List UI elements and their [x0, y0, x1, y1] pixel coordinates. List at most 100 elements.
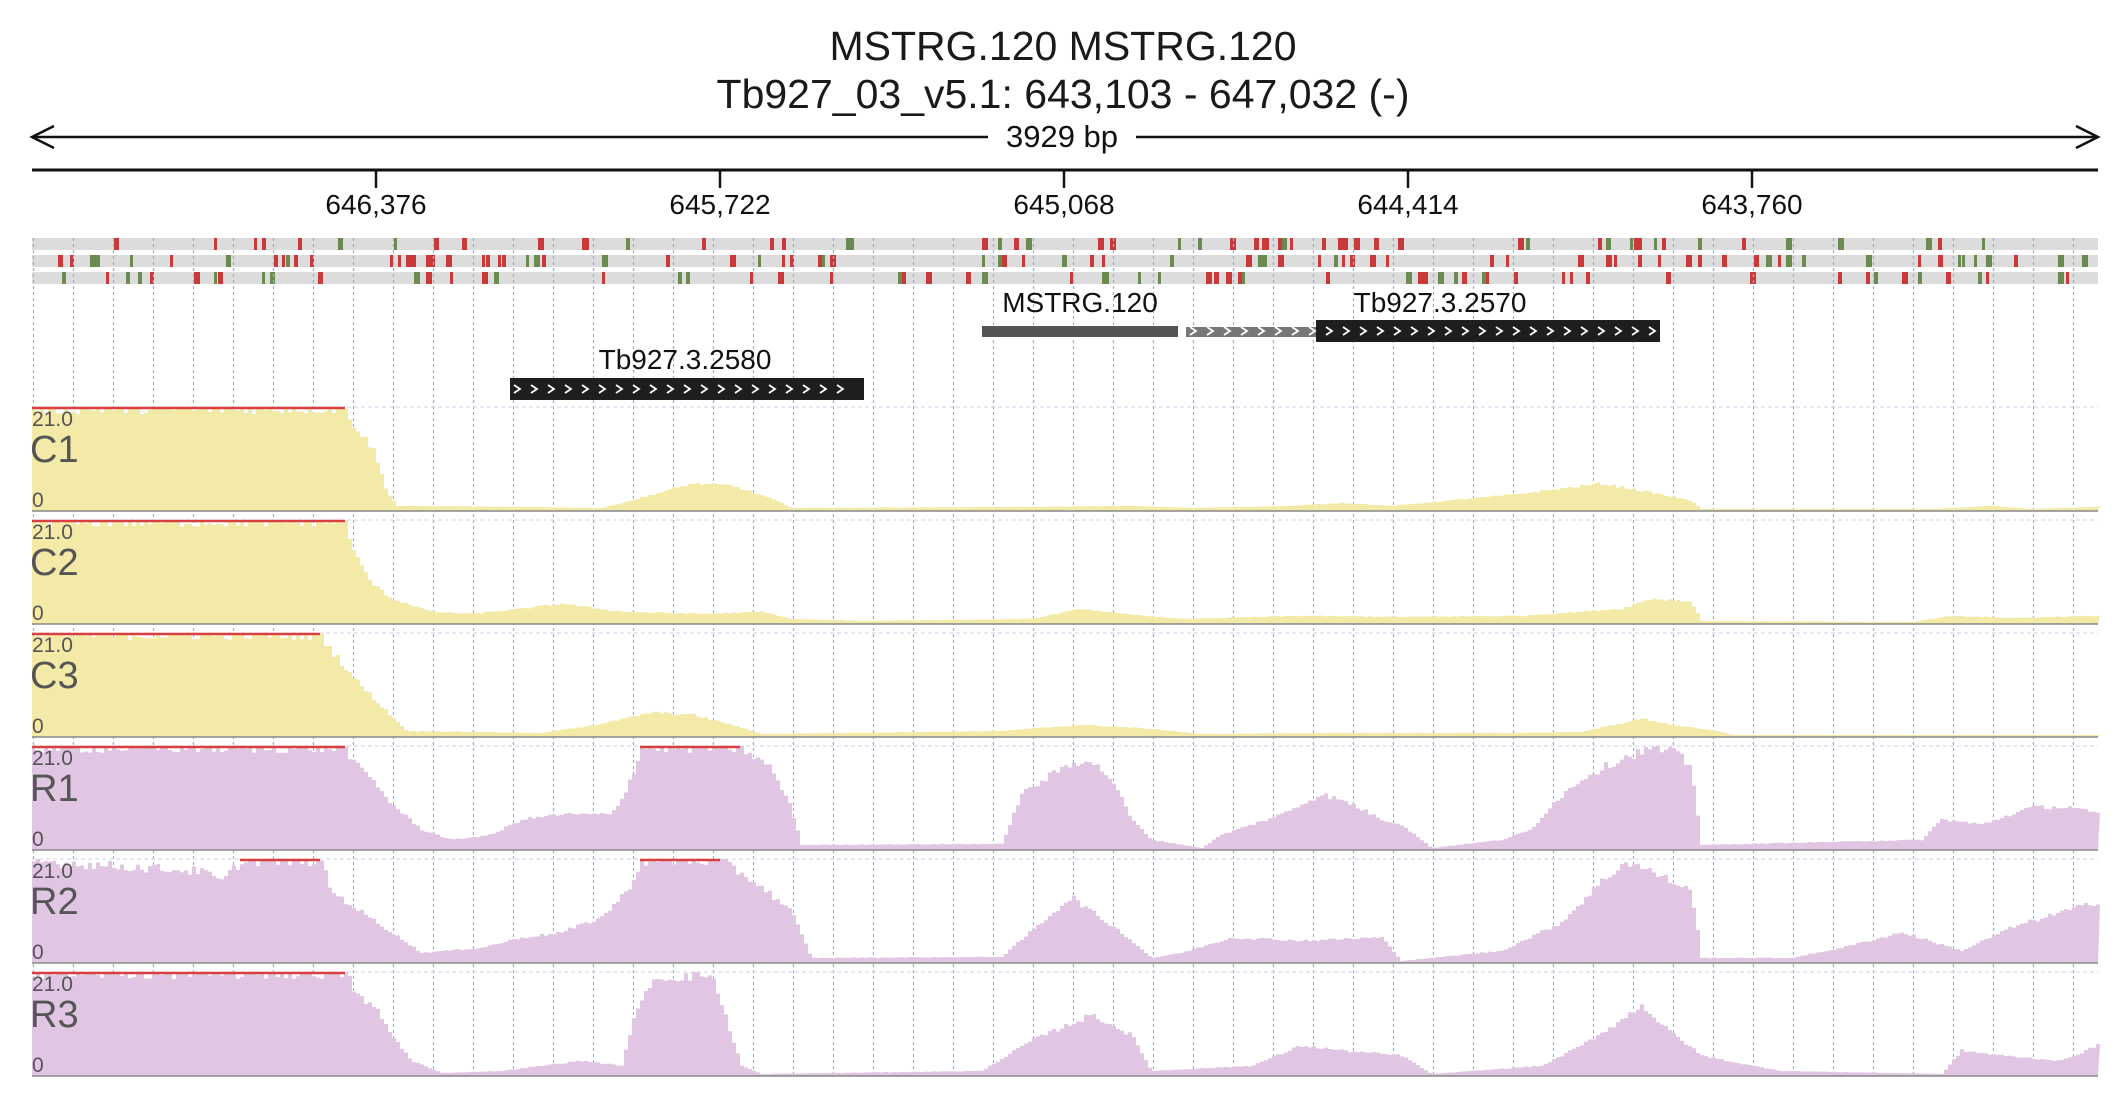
arrow-left-icon	[29, 124, 55, 150]
strand-arrow-icon	[717, 384, 726, 394]
variant-mark	[850, 238, 854, 250]
variant-mark	[782, 255, 785, 267]
strand-arrow-icon	[598, 384, 607, 394]
variant-mark	[58, 255, 63, 267]
variant-mark	[1874, 272, 1878, 284]
variant-mark	[1926, 238, 1932, 250]
variant-mark	[534, 255, 540, 267]
strand-arrow-icon	[1461, 326, 1470, 336]
transcript-bar-mstrg[interactable]	[982, 326, 1178, 337]
variant-mark	[790, 255, 794, 267]
variant-mark	[1398, 238, 1404, 250]
variant-mark	[1262, 255, 1267, 267]
variant-mark	[1902, 272, 1908, 284]
variant-mark	[1214, 272, 1219, 284]
variant-mark	[282, 255, 285, 267]
variant-mark	[1938, 238, 1942, 250]
variant-mark	[526, 255, 529, 267]
strand-arrow-icon	[785, 384, 794, 394]
strand-arrow-icon	[683, 384, 692, 394]
variant-mark	[1722, 255, 1727, 267]
strand-arrow-icon	[836, 384, 845, 394]
coverage-tracks[interactable]: 21.0C1021.0C2021.0C3021.0R1021.0R2021.0R…	[30, 406, 2100, 1077]
variant-mark	[1354, 238, 1360, 250]
strand-arrow-icon	[734, 384, 743, 394]
variant-mark	[770, 238, 774, 250]
strand-arrow-icon	[1257, 326, 1266, 336]
arrow-right-icon	[2075, 124, 2101, 150]
coverage-track-r3[interactable]: 21.0R3 0	[30, 971, 2100, 1077]
ruler-tick-label: 646,376	[325, 189, 426, 220]
variant-mark	[1026, 238, 1032, 250]
variant-mark	[998, 255, 1004, 267]
ruler[interactable]: 646,376 645,722 645,068 644,414 643,760	[32, 168, 2098, 220]
strand-arrow-icon	[1614, 326, 1623, 336]
variant-mark	[1518, 238, 1524, 250]
variant-track[interactable]	[32, 238, 2098, 284]
track-scale-max: 21.0	[32, 747, 73, 770]
variant-mark	[1662, 238, 1666, 250]
strand-arrow-icon	[819, 384, 828, 394]
variant-mark	[226, 255, 231, 267]
gene-annotation-track[interactable]: MSTRG.120 Tb927.3.2570 Tb927.3.2580	[510, 287, 1660, 400]
variant-mark	[602, 255, 608, 267]
strand-arrow-icon	[1478, 326, 1487, 336]
variant-mark	[1158, 272, 1161, 284]
coverage-track-c1[interactable]: 21.0C1 0	[30, 406, 2100, 512]
strand-arrow-icon	[1325, 326, 1334, 336]
variant-mark	[1638, 238, 1642, 250]
coverage-area	[32, 859, 2100, 963]
variant-mark	[1350, 255, 1355, 267]
variant-mark	[982, 272, 988, 284]
utr-bar-2570[interactable]	[1186, 327, 1318, 337]
variant-mark	[1766, 255, 1772, 267]
variant-mark	[1754, 255, 1759, 267]
variant-mark	[818, 255, 823, 267]
strand-arrow-icon	[802, 384, 811, 394]
variant-mark	[414, 272, 420, 284]
gene-label-2580: Tb927.3.2580	[599, 344, 772, 375]
strand-arrow-icon	[1189, 326, 1198, 336]
variant-mark	[1418, 272, 1423, 284]
coverage-area	[32, 972, 2100, 1076]
coverage-area	[32, 520, 2100, 624]
variant-mark	[1958, 255, 1961, 267]
coverage-track-r2[interactable]: 21.0R2 0	[30, 858, 2100, 964]
track-scale-min: 0	[32, 828, 44, 851]
variant-mark	[582, 238, 586, 250]
gene-block-2580[interactable]	[510, 378, 864, 400]
coverage-area	[32, 746, 2100, 850]
coverage-track-c3[interactable]: 21.0C3 0	[30, 632, 2100, 738]
coverage-track-c2[interactable]: 21.0C2 0	[30, 519, 2100, 625]
variant-mark	[782, 238, 786, 250]
variant-mark	[1986, 272, 1989, 284]
variant-mark	[1638, 255, 1642, 267]
strand-arrow-icon	[1342, 326, 1351, 336]
variant-mark	[1198, 238, 1202, 250]
variant-mark	[194, 272, 200, 284]
variant-mark	[1938, 255, 1943, 267]
variant-mark	[126, 272, 130, 284]
track-scale-max: 21.0	[32, 408, 73, 431]
strand-arrow-icon	[1631, 326, 1640, 336]
gene-block-2570[interactable]	[1316, 320, 1660, 342]
variant-mark	[1254, 238, 1259, 250]
strand-arrow-icon	[1359, 326, 1368, 336]
variant-mark	[1102, 272, 1108, 284]
strand-arrow-icon	[700, 384, 709, 394]
variant-mark	[1170, 255, 1174, 267]
variant-mark	[1178, 238, 1181, 250]
strand-arrow-icon	[649, 384, 658, 394]
variant-mark	[1334, 255, 1338, 267]
coverage-area	[32, 407, 2100, 511]
variant-mark	[434, 238, 439, 250]
strand-arrow-icon	[1495, 326, 1504, 336]
variant-mark	[1206, 272, 1212, 284]
ruler-tick-label: 643,760	[1701, 189, 1802, 220]
variant-mark	[1318, 255, 1321, 267]
coverage-track-r1[interactable]: 21.0R1 0	[30, 745, 2100, 851]
strand-arrow-icon	[1240, 326, 1249, 336]
track-scale-min: 0	[32, 715, 44, 738]
variant-mark	[778, 272, 784, 284]
